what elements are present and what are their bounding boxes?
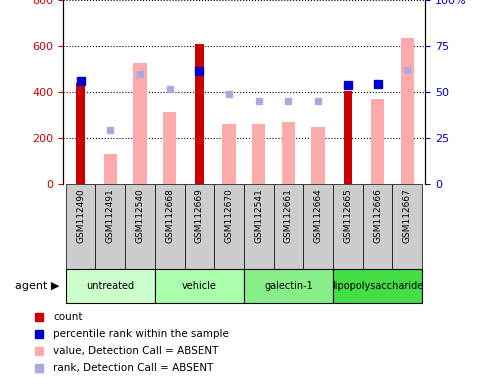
Bar <box>96 184 125 269</box>
Text: percentile rank within the sample: percentile rank within the sample <box>53 329 229 339</box>
Bar <box>333 184 363 269</box>
Bar <box>273 184 303 269</box>
Text: vehicle: vehicle <box>182 281 217 291</box>
Text: GSM112666: GSM112666 <box>373 189 382 243</box>
Bar <box>333 269 422 303</box>
Text: GSM112669: GSM112669 <box>195 189 204 243</box>
Bar <box>185 184 214 269</box>
Text: GSM112670: GSM112670 <box>225 189 234 243</box>
Bar <box>344 91 352 184</box>
Text: galectin-1: galectin-1 <box>264 281 313 291</box>
Bar <box>392 184 422 269</box>
Bar <box>163 112 176 184</box>
Bar <box>66 184 96 269</box>
Text: lipopolysaccharide: lipopolysaccharide <box>332 281 423 291</box>
Text: agent ▶: agent ▶ <box>15 281 59 291</box>
Text: GSM112541: GSM112541 <box>254 189 263 243</box>
Text: GSM112661: GSM112661 <box>284 189 293 243</box>
Bar <box>66 269 155 303</box>
Bar <box>244 184 273 269</box>
Bar <box>371 99 384 184</box>
Text: count: count <box>53 312 83 322</box>
Bar <box>195 44 203 184</box>
Text: untreated: untreated <box>86 281 134 291</box>
Text: GSM112664: GSM112664 <box>313 189 323 243</box>
Bar <box>104 154 117 184</box>
Bar <box>214 184 244 269</box>
Text: GSM112491: GSM112491 <box>106 189 115 243</box>
Bar <box>222 124 236 184</box>
Bar <box>363 184 392 269</box>
Bar <box>252 124 266 184</box>
Bar <box>125 184 155 269</box>
Text: value, Detection Call = ABSENT: value, Detection Call = ABSENT <box>53 346 218 356</box>
Bar <box>155 269 244 303</box>
Text: GSM112490: GSM112490 <box>76 189 85 243</box>
Bar <box>133 63 147 184</box>
Bar <box>155 184 185 269</box>
Text: GSM112667: GSM112667 <box>403 189 412 243</box>
Bar <box>282 122 295 184</box>
Text: rank, Detection Call = ABSENT: rank, Detection Call = ABSENT <box>53 363 213 373</box>
Text: GSM112668: GSM112668 <box>165 189 174 243</box>
Text: GSM112540: GSM112540 <box>136 189 144 243</box>
Bar <box>76 83 85 184</box>
Text: GSM112665: GSM112665 <box>343 189 352 243</box>
Bar <box>244 269 333 303</box>
Bar <box>400 38 414 184</box>
Bar <box>312 127 325 184</box>
Bar <box>303 184 333 269</box>
